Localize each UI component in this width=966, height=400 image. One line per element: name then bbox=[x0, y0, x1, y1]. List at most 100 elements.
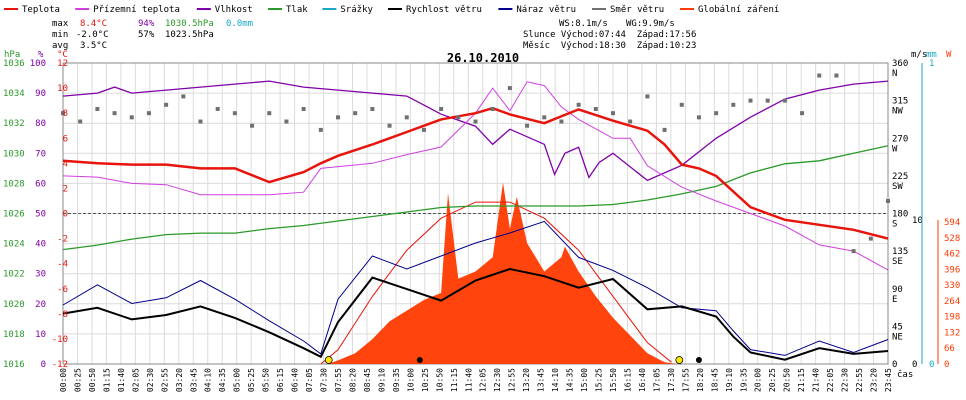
wind-dir-point-14 bbox=[301, 106, 306, 111]
series-lines bbox=[61, 73, 890, 361]
time-tick-53: 22:05 bbox=[826, 368, 835, 392]
wind-dir-point-30 bbox=[576, 102, 581, 107]
pct-tick-4: 60 bbox=[35, 179, 46, 189]
degc-tick-3: 6 bbox=[63, 134, 68, 144]
time-tick-8: 03:20 bbox=[175, 368, 184, 392]
time-tick-49: 20:25 bbox=[768, 368, 777, 392]
time-tick-44: 18:20 bbox=[696, 368, 705, 392]
wind-dir-point-0 bbox=[61, 111, 65, 116]
ms-unit-label: m/s bbox=[911, 50, 927, 60]
wind-dir-point-37 bbox=[696, 115, 701, 120]
degc-tick-6: 0 bbox=[63, 210, 68, 220]
wind-dir-point-34 bbox=[645, 94, 650, 99]
dir-cardinal-tick-6: E bbox=[892, 295, 897, 305]
mm-unit-label: mm bbox=[926, 50, 937, 60]
info-moon: Měsíc Východ:18:30 Západ:10:23 bbox=[523, 41, 696, 51]
degc-tick-1: 10 bbox=[57, 84, 68, 94]
wind-dir-point-5 bbox=[146, 111, 151, 116]
time-tick-5: 02:05 bbox=[131, 368, 140, 392]
dir-deg-tick-7: 45 bbox=[892, 322, 903, 332]
wind-dir-point-27 bbox=[525, 123, 530, 128]
time-tick-37: 15:25 bbox=[595, 368, 604, 392]
ms-tick-1: 0 bbox=[912, 360, 917, 370]
radiation-area bbox=[63, 182, 888, 365]
series-rychlost-vetru bbox=[62, 267, 889, 361]
stats-block: max 8.4°C 94% 1030.5hPa 0.0mm min -2.0°C… bbox=[52, 19, 253, 51]
degc-tick-12: -12 bbox=[52, 360, 68, 370]
wind-dir-point-20 bbox=[404, 115, 409, 120]
w-tick-8: 66 bbox=[944, 344, 955, 354]
sunrise-marker bbox=[324, 356, 333, 364]
pct-tick-7: 30 bbox=[35, 270, 46, 280]
wind-dir-point-2 bbox=[95, 106, 100, 111]
time-tick-14: 05:50 bbox=[262, 368, 271, 392]
wind-dir-point-42 bbox=[782, 98, 787, 103]
wind-dir-point-21 bbox=[421, 127, 426, 132]
time-tick-33: 13:45 bbox=[537, 368, 546, 392]
time-tick-10: 04:10 bbox=[204, 368, 213, 392]
dir-cardinal-tick-2: W bbox=[892, 144, 898, 154]
time-tick-36: 15:00 bbox=[580, 368, 589, 392]
degc-tick-10: -8 bbox=[57, 310, 68, 320]
wind-dir-point-32 bbox=[611, 111, 615, 116]
legend: Teplota Přízemní teplota Vlhkost Tlak Srážky… bbox=[4, 5, 779, 15]
info-wind-gust: WG:9.9m/s bbox=[626, 19, 675, 29]
wind-dir-point-33 bbox=[628, 119, 633, 124]
time-tick-47: 19:35 bbox=[739, 368, 748, 392]
dir-deg-tick-0: 360 bbox=[892, 59, 908, 69]
time-tick-35: 14:35 bbox=[566, 368, 575, 392]
sunset-marker bbox=[675, 356, 684, 364]
legend-label-5: Rychlost větru bbox=[406, 5, 482, 15]
time-tick-55: 22:55 bbox=[855, 368, 864, 392]
time-tick-39: 16:15 bbox=[624, 368, 633, 392]
pct-tick-10: 0 bbox=[41, 360, 46, 370]
wind-dir-point-26 bbox=[507, 86, 512, 91]
wind-dir-point-47 bbox=[868, 236, 873, 241]
info-wind-speed: WS:8.1m/s bbox=[559, 19, 608, 29]
wind-dir-point-1 bbox=[78, 119, 83, 124]
degc-unit-label: °C bbox=[57, 50, 68, 60]
time-tick-30: 12:30 bbox=[493, 368, 502, 392]
pct-tick-2: 80 bbox=[35, 119, 46, 129]
axis-ticks: 1036103410321030102810261024102210201018… bbox=[3, 59, 960, 392]
time-tick-27: 11:15 bbox=[450, 368, 459, 392]
degc-tick-9: -6 bbox=[57, 285, 68, 295]
w-tick-2: 462 bbox=[944, 250, 960, 260]
hpa-tick-0: 1036 bbox=[3, 59, 25, 69]
legend-label-3: Tlak bbox=[286, 5, 308, 15]
time-tick-28: 11:40 bbox=[464, 368, 473, 392]
mm-tick-1: 0 bbox=[929, 360, 934, 370]
wind-dir-point-35 bbox=[662, 127, 667, 132]
time-tick-51: 21:15 bbox=[797, 368, 806, 392]
time-tick-21: 08:45 bbox=[363, 368, 372, 392]
pct-unit-label: % bbox=[38, 50, 44, 60]
stats-avg-label: avg bbox=[52, 41, 68, 51]
time-tick-19: 07:55 bbox=[334, 368, 343, 392]
pct-tick-9: 10 bbox=[35, 330, 46, 340]
stats-min-label: min bbox=[52, 30, 68, 40]
dir-deg-tick-8: 0 bbox=[892, 360, 897, 370]
hpa-tick-7: 1022 bbox=[3, 270, 25, 280]
legend-label-0: Teplota bbox=[22, 5, 60, 15]
time-tick-42: 17:30 bbox=[667, 368, 676, 392]
wind-dir-point-16 bbox=[336, 115, 340, 120]
wind-dir-point-6 bbox=[164, 102, 169, 107]
time-tick-11: 04:35 bbox=[218, 368, 227, 392]
w-tick-5: 264 bbox=[944, 297, 960, 307]
time-tick-13: 05:25 bbox=[247, 368, 256, 392]
degc-tick-5: 2 bbox=[63, 184, 68, 194]
wind-dir-point-31 bbox=[593, 106, 598, 111]
time-tick-7: 02:55 bbox=[160, 368, 169, 392]
wind-dir-point-40 bbox=[748, 98, 753, 103]
degc-tick-0: 12 bbox=[57, 59, 68, 69]
time-tick-24: 10:00 bbox=[406, 368, 415, 392]
time-tick-56: 23:20 bbox=[870, 368, 879, 392]
pct-tick-5: 50 bbox=[35, 210, 46, 220]
degc-tick-2: 8 bbox=[63, 109, 68, 119]
stats-rain: 0.0mm bbox=[226, 19, 253, 29]
wind-dir-point-38 bbox=[714, 111, 719, 116]
series-vlhkost bbox=[62, 80, 889, 182]
wind-dir-point-28 bbox=[542, 115, 547, 120]
hpa-tick-5: 1026 bbox=[3, 210, 25, 220]
